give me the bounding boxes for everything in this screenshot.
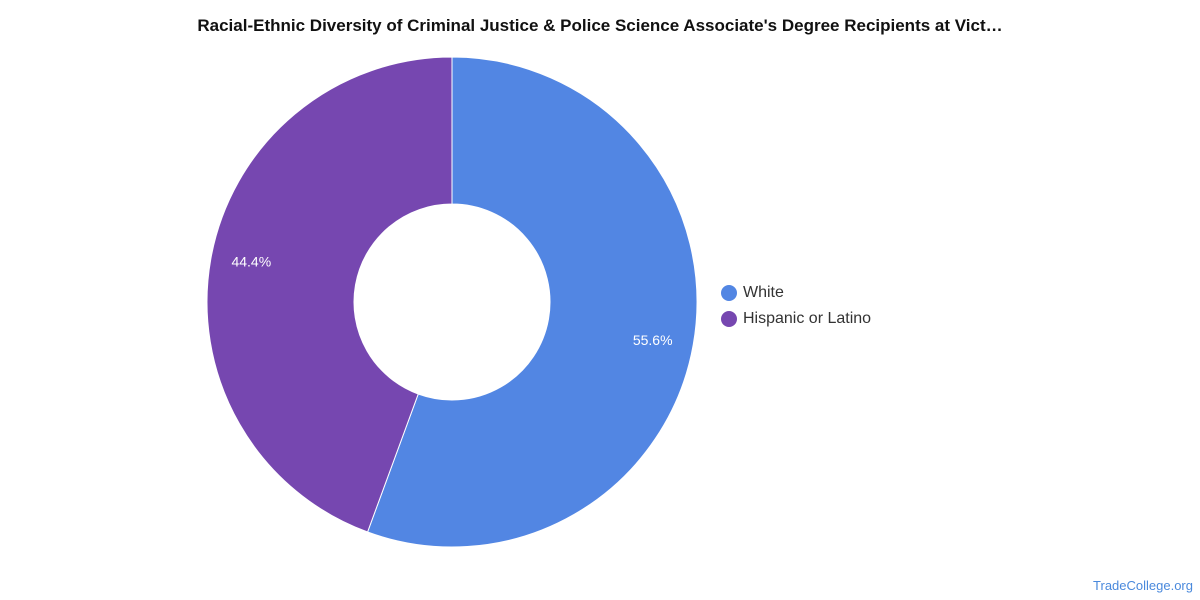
legend-item-hispanic-or-latino[interactable]: Hispanic or Latino [721, 306, 871, 332]
legend-label-white: White [743, 284, 784, 301]
slice-hispanic-or-latino[interactable] [206, 56, 453, 533]
legend-swatch-hispanic-or-latino [721, 311, 737, 327]
legend-label-hispanic-or-latino: Hispanic or Latino [743, 310, 872, 327]
chart-title: Racial-Ethnic Diversity of Criminal Just… [197, 16, 1003, 35]
legend-item-white[interactable]: White [721, 280, 871, 306]
slice-label-hispanic-or-latino: 44.4% [231, 253, 271, 269]
slice-white[interactable] [366, 56, 698, 548]
legend: White Hispanic or Latino [721, 280, 871, 332]
legend-swatch-white [721, 285, 737, 301]
slice-label-white: 55.6% [633, 332, 673, 348]
source-credit[interactable]: TradeCollege.org [1093, 578, 1193, 593]
